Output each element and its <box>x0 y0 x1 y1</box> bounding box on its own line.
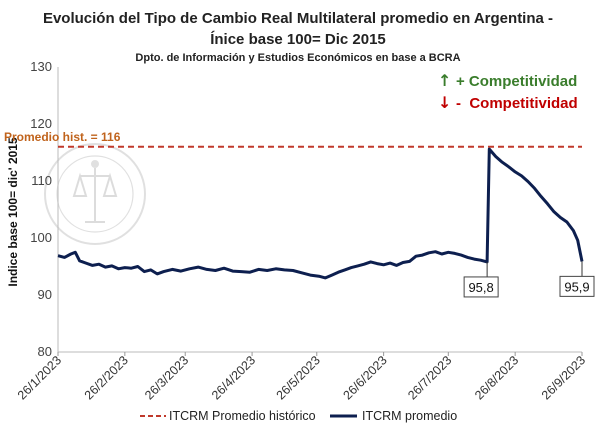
x-tick-label: 26/9/2023 <box>539 353 588 402</box>
x-tick-label: 26/6/2023 <box>341 353 390 402</box>
arrow-down-icon: ↓ <box>438 93 451 112</box>
callout-label: 95,8 <box>468 280 493 295</box>
y-tick-label: 80 <box>38 344 52 359</box>
chart-title: Evolución del Tipo de Cambio Real Multil… <box>43 10 553 27</box>
less-competitiveness-label: - Competitividad <box>456 95 578 112</box>
x-tick-label: 26/3/2023 <box>142 353 191 402</box>
legend: ITCRM Promedio histórico ITCRM promedio <box>140 409 457 423</box>
y-tick-label: 90 <box>38 287 52 302</box>
callout-label: 95,9 <box>564 279 589 294</box>
series-line-itcrm <box>57 147 584 280</box>
chart-title-line2: Ínice base 100= Dic 2015 <box>210 31 386 48</box>
y-tick-label: 100 <box>30 230 52 245</box>
y-tick-label: 130 <box>30 59 52 74</box>
more-competitiveness-label: + Competitividad <box>456 73 577 90</box>
y-tick-label: 110 <box>31 173 52 188</box>
y-axis-label: Indice base 100= dic' 2015 <box>6 137 20 287</box>
watermark-seal <box>44 143 146 245</box>
competitiveness-legend: ↑ + Competitividad ↓ - Competitividad <box>438 71 578 112</box>
x-tick-label: 26/4/2023 <box>209 353 258 402</box>
x-tick-label: 26/1/2023 <box>15 353 64 402</box>
x-tick-label: 26/7/2023 <box>405 353 454 402</box>
historical-average-label: Promedio hist. = 116 <box>4 130 121 144</box>
x-tick-label: 26/2/2023 <box>82 353 131 402</box>
callout-box <box>559 275 595 297</box>
arrow-up-icon: ↑ <box>438 71 451 90</box>
legend-label-historical: ITCRM Promedio histórico <box>169 409 316 423</box>
y-tick-label: 120 <box>30 116 52 131</box>
x-tick-label: 26/8/2023 <box>472 353 521 402</box>
legend-label-itcrm: ITCRM promedio <box>362 409 457 423</box>
x-tick-label: 26/5/2023 <box>274 353 323 402</box>
callout-box <box>463 276 499 298</box>
chart-subtitle: Dpto. de Información y Estudios Económic… <box>135 52 460 64</box>
